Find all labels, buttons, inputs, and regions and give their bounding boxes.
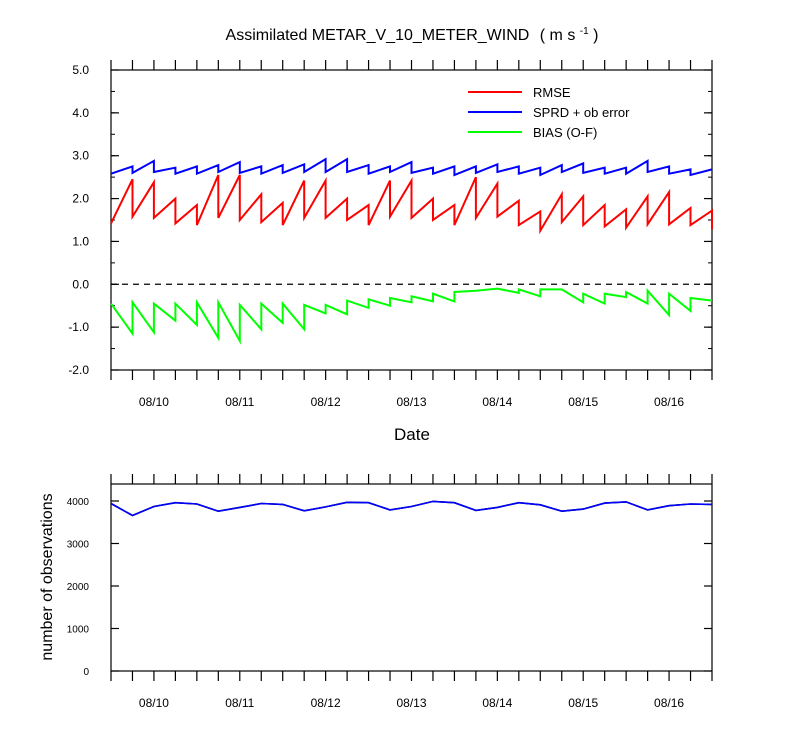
legend-label-1: SPRD + ob error <box>533 105 630 120</box>
x-tick-label: 08/12 <box>311 696 341 710</box>
x-tick-label: 08/10 <box>139 696 169 710</box>
y-tick-label: 3.0 <box>72 149 89 163</box>
bias-o-f-line <box>110 287 713 345</box>
x-tick-label: 08/11 <box>225 696 254 710</box>
y-tick-label: 4.0 <box>72 106 89 120</box>
bottom-ticks: 0 1000 2000 3000 4000 08/10 08/11 08/12 08/13 08/… <box>67 474 713 710</box>
chart-title-units-sup: -1 <box>580 26 589 37</box>
legend-label-0: RMSE <box>533 85 571 100</box>
x-tick-label: 08/11 <box>225 395 254 409</box>
rmse-line <box>110 174 713 235</box>
y-tick-label: 0.0 <box>72 277 89 291</box>
legend-label-2: BIAS (O-F) <box>533 125 597 140</box>
y-tick-label: -2.0 <box>68 363 89 377</box>
x-tick-label: 08/16 <box>654 395 684 409</box>
y-tick-label: 0 <box>83 667 89 678</box>
x-tick-label: 08/13 <box>396 696 426 710</box>
sprd-ob-error-line <box>110 157 713 177</box>
bottom-panel: 0 1000 2000 3000 4000 08/10 08/11 08/12 08/13 08/… <box>67 474 713 710</box>
observations-0-line <box>110 500 713 517</box>
y-tick-label: 3000 <box>67 540 90 551</box>
x-tick-label: 08/10 <box>139 395 169 409</box>
x-tick-label: 08/13 <box>396 395 426 409</box>
x-tick-label: 08/14 <box>482 395 512 409</box>
bottom-plot-frame <box>110 483 713 672</box>
y-tick-label: -1.0 <box>68 320 89 334</box>
chart-title-main: Assimilated METAR_V_10_METER_WIND <box>226 27 530 44</box>
y-tick-label: 2.0 <box>72 192 89 206</box>
x-tick-label: 08/15 <box>568 696 598 710</box>
observations-1-line <box>110 500 713 517</box>
y-axis-label-bottom: number of observations <box>39 493 56 660</box>
top-series-lines <box>110 157 713 345</box>
y-tick-label: 2000 <box>67 582 90 593</box>
top-panel: -2.0 -1.0 0.0 1.0 2.0 3.0 4.0 5.0 08/10 08/11 08/1… <box>68 60 713 409</box>
chart-title: Assimilated METAR_V_10_METER_WIND ( m s … <box>226 21 599 44</box>
bottom-series-lines <box>110 500 713 517</box>
x-tick-label: 08/14 <box>482 696 512 710</box>
top-legend: RMSE SPRD + ob error BIAS (O-F) <box>468 85 630 140</box>
y-tick-label: 5.0 <box>72 63 89 77</box>
y-tick-label: 1000 <box>67 625 90 636</box>
x-tick-label: 08/12 <box>311 395 341 409</box>
x-axis-label: Date <box>394 425 430 444</box>
chart-title-units-end: ) <box>593 27 598 44</box>
x-tick-label: 08/16 <box>654 696 684 710</box>
y-tick-label: 1.0 <box>72 234 89 248</box>
chart-title-units: ( m s <box>540 27 576 44</box>
top-ticks: -2.0 -1.0 0.0 1.0 2.0 3.0 4.0 5.0 08/10 08/11 08/1… <box>68 60 713 409</box>
x-tick-label: 08/15 <box>568 395 598 409</box>
y-tick-label: 4000 <box>67 497 90 508</box>
